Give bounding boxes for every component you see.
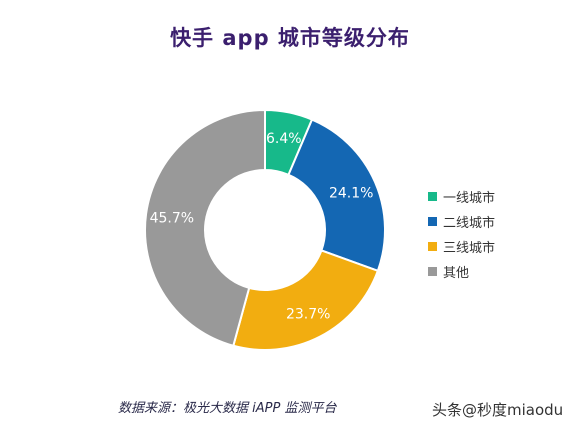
legend-item-tier3: 三线城市 <box>428 234 495 259</box>
slice-tier3 <box>232 249 380 351</box>
data-source-note: 数据来源：极光大数据 iAPP 监测平台 <box>118 401 337 416</box>
legend-item-other: 其他 <box>428 259 495 284</box>
slice-other <box>144 108 266 347</box>
data-label-other: 45.7% <box>150 210 194 226</box>
legend-swatch-tier2 <box>428 217 437 226</box>
chart-title: 快手 app 城市等级分布 <box>170 26 410 50</box>
legend-item-tier1: 一线城市 <box>428 184 495 209</box>
legend-label-tier3: 三线城市 <box>443 241 496 256</box>
data-label-tier1: 6.4% <box>266 131 302 147</box>
legend-label-tier1: 一线城市 <box>443 191 496 206</box>
legend-swatch-tier3 <box>428 242 437 251</box>
slice-tier2 <box>287 118 386 273</box>
legend-label-tier2: 二线城市 <box>443 216 496 231</box>
legend-item-tier2: 二线城市 <box>428 209 495 234</box>
legend-label-other: 其他 <box>443 266 470 281</box>
legend-swatch-tier1 <box>428 192 437 201</box>
data-label-tier3: 23.7% <box>286 306 330 322</box>
legend-swatch-other <box>428 267 437 276</box>
watermark: 头条@秒度miaodu <box>428 398 568 421</box>
data-label-tier2: 24.1% <box>329 185 373 201</box>
legend: 一线城市 二线城市 三线城市 其他 <box>428 184 495 284</box>
